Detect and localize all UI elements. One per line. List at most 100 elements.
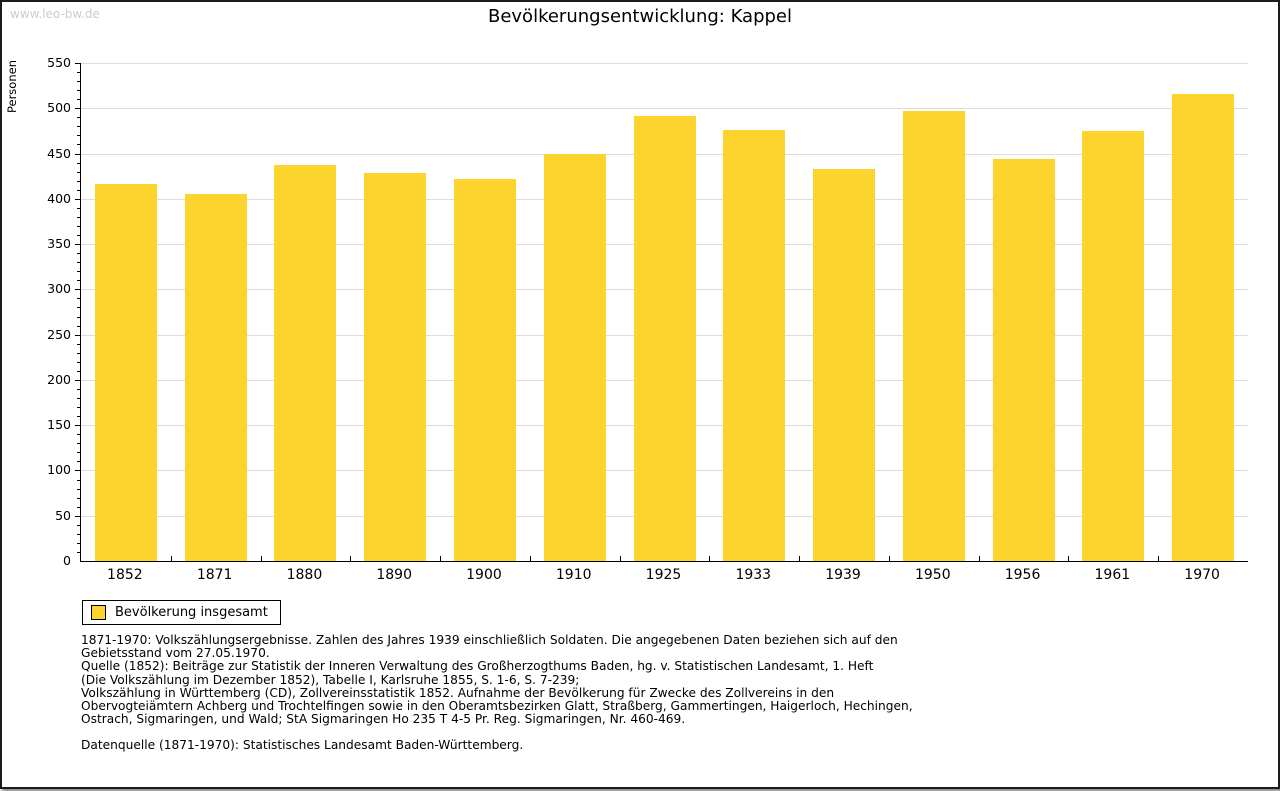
bar bbox=[633, 115, 696, 561]
y-axis-minor-tick bbox=[77, 171, 81, 173]
y-axis-minor-tick bbox=[77, 416, 81, 418]
x-axis-tick bbox=[440, 556, 442, 561]
y-axis-minor-tick bbox=[77, 434, 81, 436]
y-axis-minor-tick bbox=[77, 90, 81, 92]
y-axis-minor-tick bbox=[77, 443, 81, 445]
legend: Bevölkerung insgesamt bbox=[82, 600, 281, 625]
y-axis-minor-tick bbox=[77, 488, 81, 490]
x-axis-tick-label: 1890 bbox=[376, 567, 413, 583]
x-axis-tick bbox=[260, 556, 262, 561]
y-axis-minor-tick bbox=[77, 533, 81, 535]
y-axis-minor-tick bbox=[77, 497, 81, 499]
x-axis-tick-label: 1880 bbox=[286, 567, 323, 583]
y-axis-major-tick bbox=[75, 244, 81, 246]
y-axis-minor-tick bbox=[77, 81, 81, 83]
y-axis-tick-label: 500 bbox=[47, 100, 71, 116]
x-axis-tick bbox=[1158, 556, 1160, 561]
x-axis-tick-label: 1950 bbox=[914, 567, 951, 583]
watermark: www.leo-bw.de bbox=[10, 7, 100, 21]
footer-notes: 1871-1970: Volkszählungsergebnisse. Zahl… bbox=[81, 633, 913, 727]
y-axis-label: Personen bbox=[5, 60, 19, 114]
y-axis-tick-label: 300 bbox=[47, 281, 71, 297]
bar bbox=[1172, 93, 1235, 561]
bar bbox=[94, 184, 157, 561]
y-axis-minor-tick bbox=[77, 216, 81, 218]
x-axis-tick-label: 1961 bbox=[1094, 567, 1131, 583]
y-axis-major-tick bbox=[75, 198, 81, 200]
x-axis-tick bbox=[1068, 556, 1070, 561]
y-axis-tick-label: 450 bbox=[47, 145, 71, 161]
y-axis-minor-tick bbox=[77, 506, 81, 508]
x-axis-tick-label: 1933 bbox=[735, 567, 772, 583]
y-axis-minor-tick bbox=[77, 370, 81, 372]
y-axis-tick-label: 250 bbox=[47, 326, 71, 342]
y-axis-minor-tick bbox=[77, 316, 81, 318]
bar bbox=[364, 172, 427, 561]
y-axis-tick-label: 150 bbox=[47, 417, 71, 433]
footer: 1871-1970: Volkszählungsergebnisse. Zahl… bbox=[81, 633, 913, 753]
x-axis-tick bbox=[888, 556, 890, 561]
y-axis-minor-tick bbox=[77, 479, 81, 481]
footer-note-line: Ostrach, Sigmaringen, und Wald; StA Sigm… bbox=[81, 712, 686, 727]
x-axis-tick-label: 1900 bbox=[466, 567, 502, 583]
y-axis-minor-tick bbox=[77, 361, 81, 363]
chart-title: Bevölkerungsentwicklung: Kappel bbox=[487, 6, 793, 27]
y-axis-minor-tick bbox=[77, 325, 81, 327]
footer-note-line: 1871-1970: Volkszählungsergebnisse. Zahl… bbox=[81, 633, 898, 647]
bar bbox=[723, 130, 786, 561]
x-axis-tick bbox=[170, 556, 172, 561]
y-axis-minor-tick bbox=[77, 407, 81, 409]
bar bbox=[1082, 130, 1145, 561]
bar bbox=[453, 178, 516, 561]
y-axis-minor-tick bbox=[77, 126, 81, 128]
y-axis-tick-label: 200 bbox=[47, 371, 71, 387]
x-axis-tick bbox=[350, 556, 352, 561]
y-axis-major-tick bbox=[75, 379, 81, 381]
bar bbox=[274, 165, 337, 561]
y-axis-minor-tick bbox=[77, 189, 81, 191]
x-axis-tick bbox=[978, 556, 980, 561]
y-axis-minor-tick bbox=[77, 162, 81, 164]
y-axis-minor-tick bbox=[77, 388, 81, 390]
y-axis-minor-tick bbox=[77, 271, 81, 273]
x-axis-tick bbox=[799, 556, 801, 561]
y-axis-tick-label: 400 bbox=[47, 190, 71, 206]
bar bbox=[543, 153, 606, 561]
plot-area: 0 50 100 150 200 250 300 350 400 450 500 550 bbox=[47, 55, 1248, 568]
x-axis-tick-label: 1871 bbox=[196, 567, 233, 583]
footer-datasource: Datenquelle (1871-1970): Statistisches L… bbox=[81, 738, 524, 753]
x-axis-tick bbox=[529, 556, 531, 561]
y-axis-minor-tick bbox=[77, 524, 81, 526]
footer-note-line: Gebietsstand vom 27.05.1970. bbox=[81, 646, 270, 661]
y-axis-minor-tick bbox=[77, 225, 81, 227]
bar bbox=[184, 194, 247, 561]
y-axis-major-tick bbox=[75, 425, 81, 427]
y-axis-minor-tick bbox=[77, 180, 81, 182]
y-axis-tick-label: 100 bbox=[47, 462, 71, 478]
y-axis-minor-tick bbox=[77, 262, 81, 264]
y-axis-minor-tick bbox=[77, 253, 81, 255]
y-axis-major-tick bbox=[75, 108, 81, 110]
footer-note-line: Obervogteiämtern Achberg und Trochtelfin… bbox=[81, 699, 913, 714]
y-axis-tick-label: 550 bbox=[47, 55, 71, 70]
y-axis-tick-label: 0 bbox=[63, 553, 71, 568]
y-axis-major-tick bbox=[75, 153, 81, 155]
footer-note-line: (Die Volkszählung im Dezember 1852), Tab… bbox=[81, 672, 580, 687]
y-axis-major-tick bbox=[75, 515, 81, 517]
bar bbox=[813, 168, 876, 561]
x-axis-tick-label: 1910 bbox=[555, 567, 592, 583]
y-axis-minor-tick bbox=[77, 352, 81, 354]
y-axis-minor-tick bbox=[77, 144, 81, 146]
bar bbox=[902, 111, 965, 561]
gridline bbox=[81, 63, 1248, 64]
y-axis-minor-tick bbox=[77, 542, 81, 544]
x-axis-tick-label: 1956 bbox=[1004, 567, 1041, 583]
y-axis-minor-tick bbox=[77, 280, 81, 282]
y-axis-minor-tick bbox=[77, 551, 81, 553]
y-axis-minor-tick bbox=[77, 452, 81, 454]
y-axis-minor-tick bbox=[77, 298, 81, 300]
y-axis-minor-tick bbox=[77, 135, 81, 137]
y-axis-major-tick bbox=[75, 289, 81, 291]
y-axis-minor-tick bbox=[77, 398, 81, 400]
